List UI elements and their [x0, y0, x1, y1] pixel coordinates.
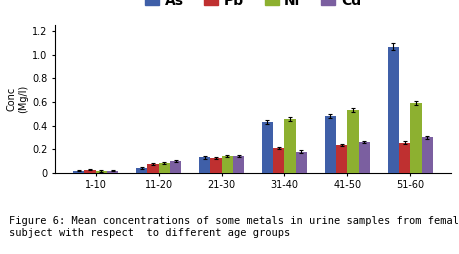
Bar	[295, 152, 307, 173]
Bar	[158, 163, 170, 173]
Bar	[386, 47, 398, 173]
Bar	[358, 142, 369, 173]
Bar	[284, 119, 295, 173]
Bar	[210, 158, 221, 173]
Bar	[107, 171, 118, 173]
Bar	[136, 168, 147, 173]
Bar	[273, 148, 284, 173]
Bar	[221, 156, 232, 173]
Bar	[347, 110, 358, 173]
Bar	[170, 161, 181, 173]
Bar	[232, 156, 244, 173]
Bar	[84, 170, 95, 173]
Bar	[198, 157, 210, 173]
Bar	[409, 103, 420, 173]
Bar	[73, 171, 84, 173]
Bar	[420, 137, 432, 173]
Bar	[261, 122, 273, 173]
Bar	[95, 171, 107, 173]
Bar	[398, 143, 409, 173]
Text: Figure 6: Mean concentrations of some metals in urine samples from female
subjec: Figure 6: Mean concentrations of some me…	[9, 216, 459, 237]
Bar	[147, 164, 158, 173]
Bar	[324, 116, 335, 173]
Y-axis label: Conc
(Mg/l): Conc (Mg/l)	[6, 85, 28, 113]
Legend: As, Pb, Ni, Cd: As, Pb, Ni, Cd	[139, 0, 366, 13]
Bar	[335, 145, 347, 173]
